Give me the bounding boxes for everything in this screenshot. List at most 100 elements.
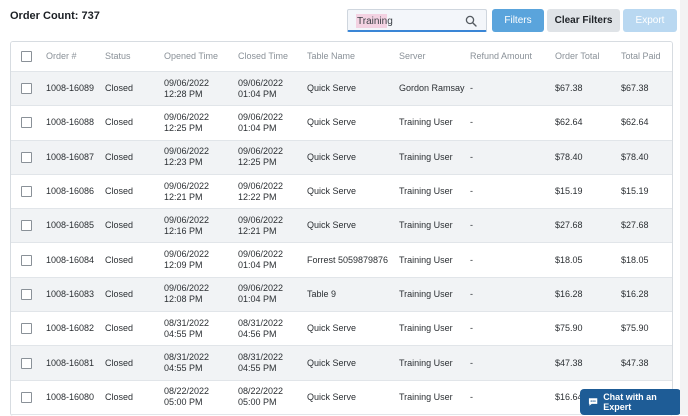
closed-time: 04:56 PM (238, 328, 277, 339)
refund-cell: - (470, 254, 473, 265)
table-row[interactable]: 1008-16087 Closed 09/06/2022 12:23 PM 09/06/… (11, 140, 672, 175)
select-all-checkbox[interactable] (21, 42, 32, 71)
search-input[interactable] (357, 15, 457, 28)
table-cell: Quick Serve (307, 220, 357, 231)
order-cell: 1008-16088 (46, 117, 95, 128)
closed-time: 12:25 PM (238, 157, 277, 168)
checkbox-box[interactable] (21, 186, 32, 198)
table-row[interactable]: 1008-16084 Closed 09/06/2022 12:09 PM 09/06/… (11, 244, 672, 278)
opened-time-cell: 09/06/2022 12:09 PM (164, 244, 209, 277)
closed-time: 12:21 PM (238, 225, 277, 236)
paid-cell: $18.05 (621, 254, 649, 265)
table-row[interactable]: 1008-16089 Closed 09/06/2022 12:28 PM 09/06/… (11, 72, 672, 107)
table-row[interactable]: 1008-16085 Closed 09/06/2022 12:16 PM 09/06/… (11, 209, 672, 244)
opened-time-cell: 09/06/2022 12:16 PM (164, 209, 209, 242)
order-cell: 1008-16080 (46, 391, 95, 402)
opened-date: 09/06/2022 (164, 283, 210, 294)
closed-datetime: 08/22/2022 05:00 PM (238, 386, 283, 408)
row-checkbox[interactable] (21, 209, 32, 242)
table-row[interactable]: 1008-16088 Closed 09/06/2022 12:25 PM 09/06/… (11, 106, 672, 141)
refund-cell: - (470, 186, 473, 197)
closed-datetime: 08/31/2022 04:56 PM (238, 318, 283, 340)
export-button[interactable]: Export (623, 9, 677, 32)
checkbox-box[interactable] (21, 391, 32, 403)
opened-time: 12:16 PM (164, 225, 203, 236)
chat-with-expert-button[interactable]: Chat with an Expert (580, 389, 681, 415)
filters-button[interactable]: Filters (492, 9, 544, 32)
checkbox-box[interactable] (21, 83, 32, 95)
closed-time: 01:04 PM (238, 88, 277, 99)
closed-time-cell: 08/31/2022 04:55 PM (238, 346, 283, 379)
checkbox-box[interactable] (21, 357, 32, 369)
refund-cell: - (470, 323, 473, 334)
table-row[interactable]: 1008-16086 Closed 09/06/2022 12:21 PM 09/06/… (11, 175, 672, 210)
row-checkbox[interactable] (21, 141, 32, 174)
opened-datetime: 09/06/2022 12:09 PM (164, 249, 209, 271)
row-checkbox[interactable] (21, 346, 32, 379)
opened-date: 09/06/2022 (164, 146, 210, 157)
closed-time-cell: 09/06/2022 01:04 PM (238, 278, 283, 311)
order-cell: 1008-16089 (46, 83, 95, 94)
server-cell: Training User (399, 186, 453, 197)
search-box[interactable] (347, 9, 487, 32)
column-header[interactable]: Status (105, 51, 131, 61)
column-header[interactable]: Order Total (555, 51, 600, 61)
total-cell: $62.64 (555, 117, 583, 128)
table-row[interactable]: 1008-16083 Closed 09/06/2022 12:08 PM 09/06/… (11, 277, 672, 313)
refund-cell: - (470, 83, 473, 94)
checkbox-box[interactable] (21, 323, 32, 335)
opened-datetime: 09/06/2022 12:25 PM (164, 112, 209, 134)
table-row[interactable]: 1008-16080 Closed 08/22/2022 05:00 PM 08/22/… (11, 381, 672, 415)
checkbox-box[interactable] (21, 117, 32, 129)
closed-date: 09/06/2022 (238, 283, 284, 294)
status-cell: Closed (105, 151, 134, 162)
opened-datetime: 08/22/2022 05:00 PM (164, 386, 209, 408)
total-cell: $47.38 (555, 357, 583, 368)
row-checkbox[interactable] (21, 312, 32, 345)
opened-time: 04:55 PM (164, 363, 203, 374)
closed-time: 12:22 PM (238, 191, 277, 202)
closed-time: 01:04 PM (238, 260, 277, 271)
row-checkbox[interactable] (21, 175, 32, 208)
paid-cell: $15.19 (621, 186, 649, 197)
column-header[interactable]: Closed Time (238, 51, 289, 61)
row-checkbox[interactable] (21, 72, 32, 105)
opened-time-cell: 08/31/2022 04:55 PM (164, 346, 209, 379)
opened-time-cell: 08/22/2022 05:00 PM (164, 381, 209, 414)
opened-datetime: 09/06/2022 12:23 PM (164, 146, 209, 168)
order-count-title: Order Count: 737 (10, 10, 100, 22)
opened-date: 08/22/2022 (164, 386, 210, 397)
row-checkbox[interactable] (21, 381, 32, 414)
server-cell: Training User (399, 254, 453, 265)
checkbox-box[interactable] (21, 254, 32, 266)
table-row[interactable]: 1008-16082 Closed 08/31/2022 04:55 PM 08/31/… (11, 312, 672, 347)
column-header[interactable]: Opened Time (164, 51, 219, 61)
checkbox-box[interactable] (21, 220, 32, 232)
opened-time: 12:21 PM (164, 191, 203, 202)
order-cell: 1008-16082 (46, 323, 95, 334)
row-checkbox[interactable] (21, 278, 32, 311)
column-header[interactable]: Total Paid (621, 51, 661, 61)
closed-date: 08/31/2022 (238, 352, 284, 363)
order-cell: 1008-16085 (46, 220, 95, 231)
paid-cell: $27.68 (621, 220, 649, 231)
table-row[interactable]: 1008-16081 Closed 08/31/2022 04:55 PM 08/31/… (11, 346, 672, 381)
column-header[interactable]: Server (399, 51, 426, 61)
table-cell: Quick Serve (307, 117, 357, 128)
checkbox-box[interactable] (21, 151, 32, 163)
row-checkbox[interactable] (21, 244, 32, 277)
closed-datetime: 09/06/2022 01:04 PM (238, 283, 283, 305)
total-cell: $78.40 (555, 151, 583, 162)
column-header[interactable]: Refund Amount (470, 51, 533, 61)
clear-filters-button[interactable]: Clear Filters (547, 9, 620, 32)
column-header[interactable]: Table Name (307, 51, 356, 61)
closed-time-cell: 08/31/2022 04:56 PM (238, 312, 283, 345)
checkbox-box[interactable] (21, 51, 32, 62)
row-checkbox[interactable] (21, 106, 32, 139)
search-icon[interactable] (465, 15, 477, 27)
toolbar: Order Count: 737 Filters Clear Filters E… (0, 0, 688, 40)
checkbox-box[interactable] (21, 288, 32, 300)
status-cell: Closed (105, 288, 134, 299)
column-header[interactable]: Order # (46, 51, 77, 61)
opened-time: 04:55 PM (164, 328, 203, 339)
